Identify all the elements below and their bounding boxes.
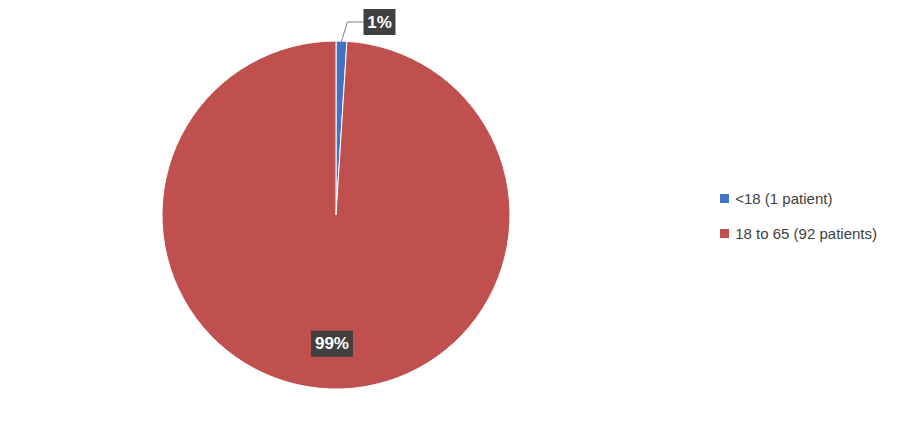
html-text:<18 (1 patient): <18 (1 patient) [735,189,833,207]
svg-text:99%: 99% [315,334,349,353]
svg-text:1%: 1% [367,13,392,32]
html-text:18 to 65 (92 patients): 18 to 65 (92 patients) [735,224,877,242]
